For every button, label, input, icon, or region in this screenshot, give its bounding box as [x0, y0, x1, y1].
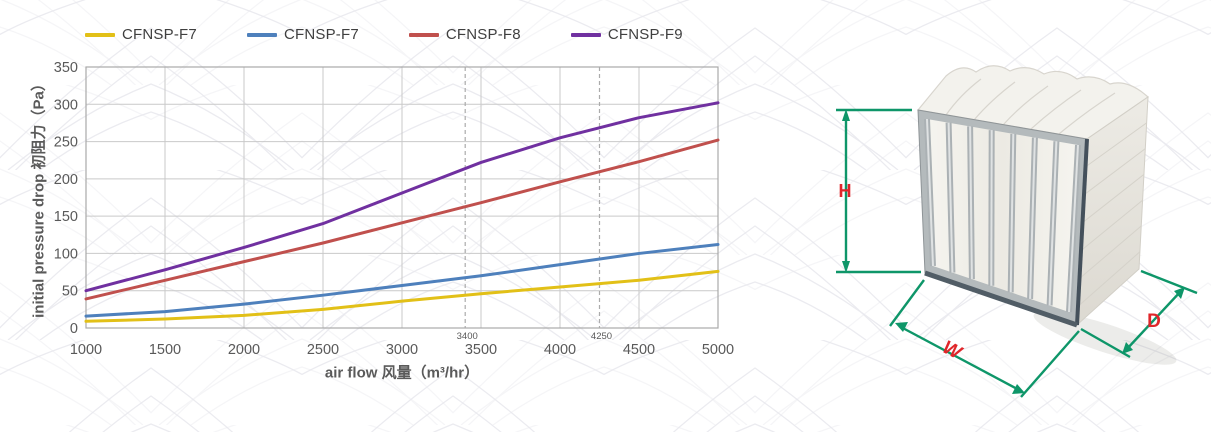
y-tick-label: 300	[54, 97, 78, 113]
y-tick-label: 150	[54, 209, 78, 225]
legend-swatch-blue	[246, 32, 277, 37]
pressure-drop-chart: CFNSP-F7 CFNSP-F7 CFNSP-F8 CFNSP-F9 3400…	[30, 26, 735, 382]
legend-item-f8-red: CFNSP-F8	[408, 26, 521, 43]
legend-label: CFNSP-F8	[445, 26, 521, 43]
x-tick-label: 4500	[623, 342, 655, 358]
filter-side-panel	[1076, 96, 1149, 327]
series-line-CFNSP-F7	[84, 269, 720, 323]
legend-swatch-yellow	[85, 32, 115, 37]
bag-filter-product-image: H W D	[836, 65, 1198, 398]
legend-item-f7-yellow: CFNSP-F7	[85, 26, 197, 43]
plot-area: 3400 4250 0 50 100 150 200 250 300 350 1000 1500 200…	[54, 60, 734, 358]
width-dimension-arrow	[889, 279, 1080, 398]
legend-label: CFNSP-F9	[607, 26, 683, 43]
x-tick-label: 2500	[307, 342, 339, 358]
x-tick-label: 1500	[149, 342, 181, 358]
x-tick-label: 5000	[702, 342, 734, 358]
height-label: H	[839, 181, 852, 201]
height-dimension-arrow	[836, 108, 921, 274]
legend-label: CFNSP-F7	[122, 26, 197, 43]
filter-pocket-separators	[924, 118, 1081, 313]
x-axis-title: air flow 风量（m³/hr）	[324, 364, 480, 382]
dimension-arrows	[836, 108, 1198, 398]
y-tick-label: 350	[54, 60, 78, 76]
legend-label: CFNSP-F7	[283, 26, 359, 43]
x-tick-label: 3500	[465, 342, 497, 358]
series-line-CFNSP-F9	[84, 101, 720, 293]
legend-item-f9-purple: CFNSP-F9	[570, 26, 683, 43]
legend-swatch-purple	[570, 32, 601, 37]
frame-right-edge	[1075, 138, 1089, 326]
frame-bottom-edge	[924, 270, 1078, 328]
y-tick-label: 100	[54, 246, 78, 262]
depth-label: D	[1147, 311, 1161, 332]
x-tick-label: 3000	[386, 342, 418, 358]
y-axis-title: initial pressure drop 初阻力（Pa）	[30, 76, 48, 318]
depth-dimension-arrow	[1080, 269, 1198, 359]
y-tick-label: 0	[70, 321, 78, 337]
x-tick-label: 1000	[70, 342, 102, 358]
series-line-CFNSP-F7	[84, 242, 720, 318]
filter-bag-tops	[916, 65, 1149, 140]
legend-item-f7-blue: CFNSP-F7	[246, 26, 359, 43]
chart-legend: CFNSP-F7 CFNSP-F7 CFNSP-F8 CFNSP-F9	[85, 26, 683, 43]
reference-line-label: 4250	[591, 331, 612, 342]
x-tick-label: 4000	[544, 342, 576, 358]
filter-front-frame	[917, 109, 1089, 328]
y-tick-label: 200	[54, 172, 78, 188]
y-tick-label: 250	[54, 135, 78, 151]
legend-swatch-red	[408, 32, 439, 37]
reference-line-label: 3400	[457, 331, 478, 342]
plot-border	[85, 66, 719, 329]
y-tick-label: 50	[62, 284, 78, 300]
x-tick-label: 2000	[228, 342, 260, 358]
series-line-CFNSP-F8	[84, 138, 720, 301]
